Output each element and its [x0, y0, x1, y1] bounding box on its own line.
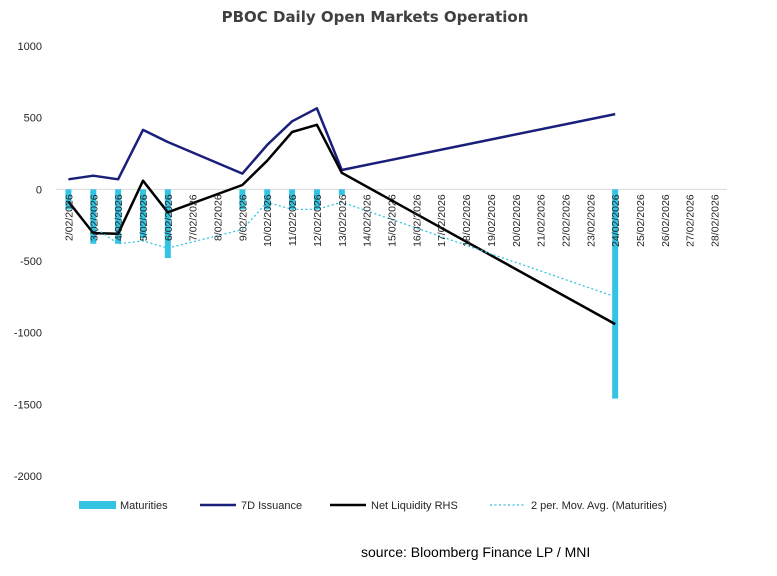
x-tick-label: 27/02/2026: [685, 194, 697, 247]
maturities-bar: [115, 189, 122, 244]
source-note: source: Bloomberg Finance LP / MNI: [361, 544, 591, 560]
x-tick-label: 9/02/2026: [237, 194, 249, 241]
y-tick-label: 0: [36, 184, 42, 196]
x-tick-label: 8/02/2026: [213, 194, 225, 241]
maturities-bar: [264, 189, 271, 210]
x-tick-label: 14/02/2026: [362, 194, 374, 247]
legend-label: 2 per. Mov. Avg. (Maturities): [531, 500, 667, 512]
maturities-bar: [164, 189, 171, 259]
maturities-bars: [65, 189, 619, 399]
x-tick-label: 28/02/2026: [710, 194, 722, 247]
legend-label: Net Liquidity RHS: [371, 500, 458, 512]
maturities-bar: [65, 189, 72, 210]
series-lines: [67, 107, 616, 326]
maturities-bar: [90, 189, 97, 244]
y-axis-ticks: 1000 500 0 -500 -1000 -1500 -2000: [14, 41, 42, 483]
x-tick-label: 13/02/2026: [337, 194, 349, 247]
maturities-bar: [239, 189, 246, 210]
net-liquidity-rhs-line: [67, 123, 616, 326]
x-tick-label: 7/02/2026: [188, 194, 200, 241]
x-tick-label: 22/02/2026: [560, 194, 572, 247]
x-tick-label: 21/02/2026: [536, 194, 548, 247]
x-tick-label: 15/02/2026: [387, 194, 399, 247]
legend: Maturities 7D Issuance Net Liquidity RHS 2 …: [79, 500, 667, 512]
legend-swatch: [79, 501, 116, 509]
x-tick-label: 5/02/2026: [138, 194, 150, 241]
maturities-bar: [289, 189, 296, 210]
x-tick-label: 6/02/2026: [163, 194, 175, 241]
maturities-bar: [139, 189, 146, 239]
y-tick-label: 500: [24, 113, 42, 125]
x-tick-label: 4/02/2026: [113, 194, 125, 241]
x-tick-label: 17/02/2026: [436, 194, 448, 247]
legend-label: Maturities: [120, 500, 168, 512]
x-tick-label: 18/02/2026: [461, 194, 473, 247]
x-tick-label: 26/02/2026: [660, 194, 672, 247]
maturities-bar: [338, 189, 345, 196]
maturities-bar: [612, 189, 619, 399]
y-tick-label: -1500: [14, 399, 42, 411]
y-tick-label: -1000: [14, 328, 42, 340]
x-tick-label: 16/02/2026: [411, 194, 423, 247]
x-tick-label: 23/02/2026: [585, 194, 597, 247]
legend-label: 7D Issuance: [241, 500, 302, 512]
x-tick-label: 2/02/2026: [63, 194, 75, 241]
x-tick-label: 11/02/2026: [287, 194, 299, 246]
y-tick-label: -500: [20, 256, 42, 268]
x-tick-label: 10/02/2026: [262, 194, 274, 247]
maturities-bar: [313, 189, 320, 210]
7d-issuance-line: [68, 107, 616, 181]
x-tick-label: 25/02/2026: [635, 194, 647, 247]
x-tick-label: 20/02/2026: [511, 194, 523, 247]
chart-title: PBOC Daily Open Markets Operation: [222, 8, 529, 26]
x-tick-label: 3/02/2026: [88, 194, 100, 241]
2-per-mov-avg-maturities-line: [92, 201, 616, 298]
x-axis-ticks: 2/02/2026 3/02/2026 4/02/2026 5/02/2026 6/02…: [63, 194, 721, 247]
y-tick-label: -2000: [14, 471, 42, 483]
y-tick-label: 1000: [18, 41, 42, 53]
x-tick-label: 19/02/2026: [486, 194, 498, 247]
x-tick-label: 12/02/2026: [312, 194, 324, 247]
x-tick-label: 24/02/2026: [610, 194, 622, 247]
